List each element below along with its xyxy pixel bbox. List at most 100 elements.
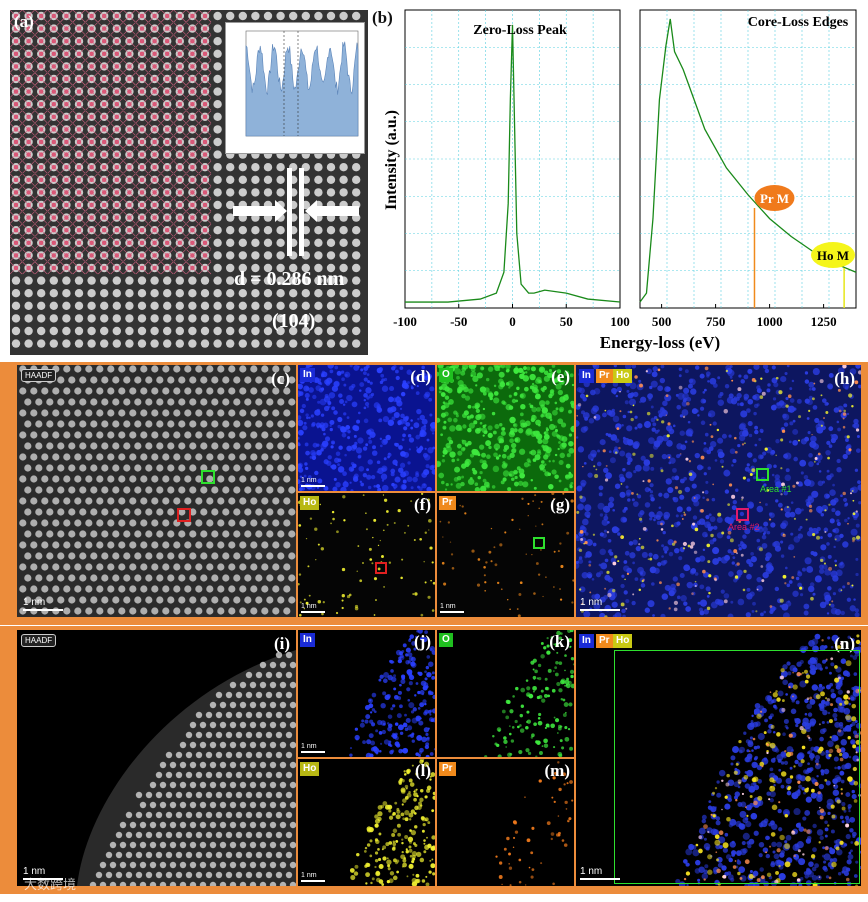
signal-dot [311,422,316,427]
atom-dot [165,851,173,859]
signal-dot [395,463,398,467]
signal-dot [808,395,813,400]
signal-dot [420,426,427,432]
signal-dot [763,610,766,614]
signal-dot [322,601,325,604]
signal-dot [762,526,768,533]
signal-dot [529,373,536,381]
atom-dot [272,607,280,615]
signal-dot [824,594,832,602]
signal-dot [677,489,683,495]
atom-dot [283,453,291,461]
signal-dot [309,517,313,520]
atom-dot [175,314,184,323]
atom-dot [217,497,225,505]
atom-dot [233,398,241,406]
atom-dot [134,530,142,538]
atom-dot [213,49,222,58]
signal-dot [449,541,452,543]
atom-dot [96,585,104,593]
atom-dot [125,289,134,298]
signal-dot [729,538,734,543]
signal-dot [397,508,401,513]
atom-dot [101,508,109,516]
atom-dot [109,841,117,849]
signal-dot [363,393,368,398]
atom-dot [68,420,76,428]
signal-dot [338,445,343,450]
signal-dot [816,535,821,540]
signal-dot [531,406,537,413]
atom-dot [263,326,273,336]
signal-dot [758,438,762,442]
signal-dot [767,383,771,387]
scalebar-h-text: 1 nm [580,597,603,608]
atom-dot [189,821,197,829]
signal-dot [717,512,722,517]
atom-dot [233,464,241,472]
atom-dot [219,721,227,729]
bond-line [148,211,161,224]
signal-dot [825,411,829,414]
bond-line [60,135,73,149]
signal-dot [668,551,674,557]
signal-dot [612,508,616,512]
atom-dot [301,301,310,310]
atom-dot [87,326,96,336]
signal-dot [328,392,336,399]
signal-dot [500,588,503,591]
bond-line [10,85,23,98]
x-tick-label: 750 [706,314,726,329]
atom-dot [314,175,323,184]
signal-dot [810,551,815,556]
atom-dot [272,431,280,439]
bond-line [110,123,124,136]
bond-line [148,60,161,73]
signal-dot [307,365,311,367]
atom-dot [235,711,243,719]
atom-dot [261,607,269,615]
signal-dot [314,470,319,476]
atom-dot [265,731,273,739]
signal-dot [509,438,515,444]
signal-dot [730,398,738,405]
atom-dot [352,263,361,273]
atom-dot [87,314,96,323]
signal-dot [317,543,320,546]
atom-dot [301,289,310,298]
signal-dot [342,403,346,406]
signal-dot [305,450,310,456]
atom-dot [283,387,291,395]
atom-dot [244,530,252,538]
bond-line [60,160,73,174]
signal-dot [524,386,529,392]
atom-dot [215,691,223,699]
signal-dot [419,537,422,541]
signal-dot [806,530,813,537]
atom-dot [259,701,267,709]
signal-dot [639,383,643,388]
atom-dot [85,431,93,439]
atom-dot [37,326,46,336]
atom-dot [24,552,32,560]
atom-dot [189,781,197,789]
signal-dot [661,593,669,600]
signal-dot [736,552,738,555]
atom-dot [101,398,109,406]
atom-dot [205,851,213,859]
signal-dot [676,582,680,587]
signal-dot [470,453,475,458]
signal-dot [808,504,813,509]
atom-dot [244,420,252,428]
bond-line [34,173,48,187]
signal-dot [520,403,526,410]
signal-dot [614,438,620,443]
atom-dot [100,326,109,336]
bond-line [173,60,187,73]
atom-dot [205,711,213,719]
signal-dot [456,458,460,462]
atom-dot [145,791,153,799]
atom-dot [251,276,260,285]
signal-dot [376,460,381,465]
plane-line-2 [299,168,304,256]
